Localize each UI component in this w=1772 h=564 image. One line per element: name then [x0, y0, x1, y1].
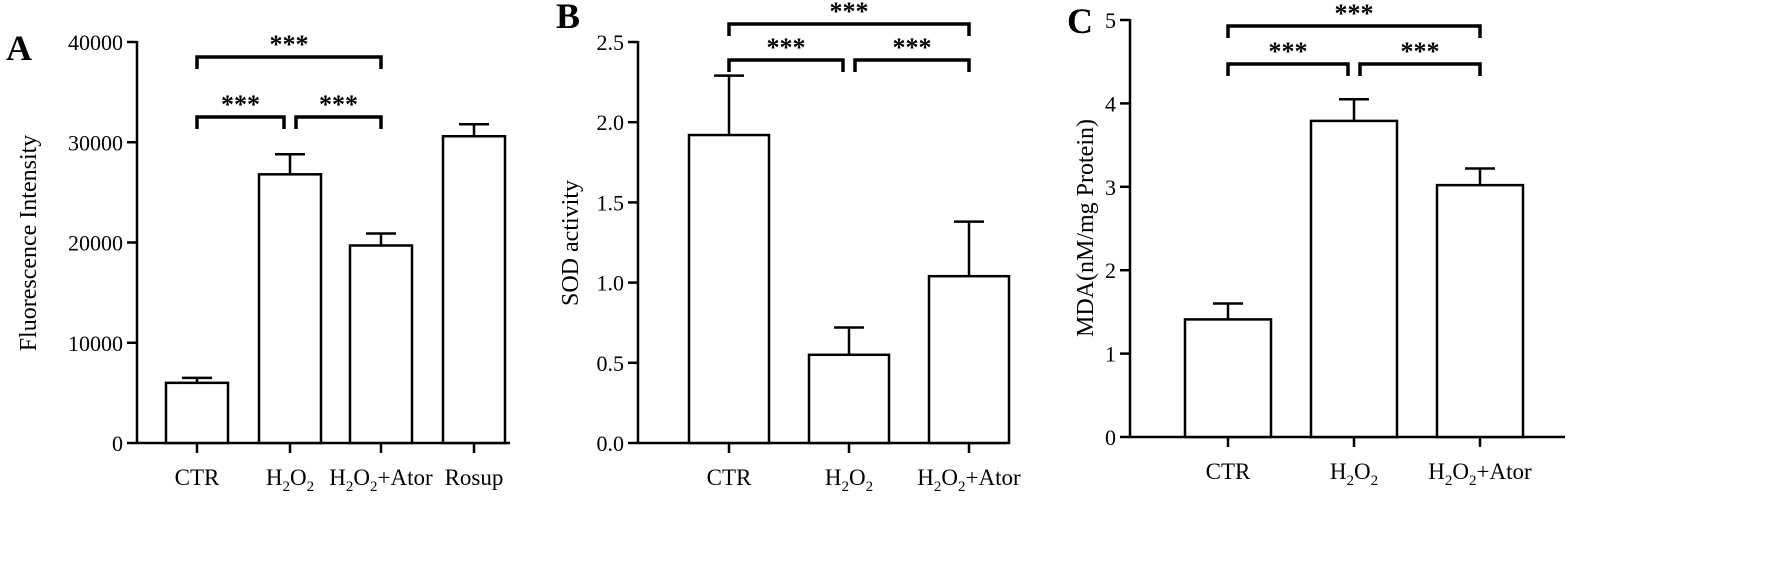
- bar: [1435, 183, 1525, 439]
- y-tick-label: 1: [1105, 342, 1116, 367]
- y-tick-label: 40000: [68, 30, 123, 55]
- significance-label: ***: [319, 90, 358, 119]
- x-tick-label: H2O2: [1330, 459, 1378, 489]
- y-tick-label: 0: [112, 431, 123, 456]
- y-tick-label: 30000: [68, 130, 123, 155]
- y-axis-title: Fluorescence Intensity: [16, 135, 42, 352]
- bar: [441, 134, 507, 445]
- y-tick-label: 10000: [68, 331, 123, 356]
- significance-label: ***: [221, 90, 260, 119]
- significance-label: ***: [270, 30, 309, 59]
- x-tick-label: H2O2+Ator: [917, 465, 1021, 495]
- y-axis-title: SOD activity: [558, 180, 584, 306]
- y-tick-label: 1.5: [597, 190, 625, 215]
- x-tick-label: CTR: [1206, 459, 1251, 484]
- bar: [807, 353, 891, 445]
- y-tick-label: 0.0: [597, 431, 625, 456]
- y-tick-label: 3: [1105, 175, 1116, 200]
- significance-label: ***: [767, 33, 806, 62]
- significance-bracket: [727, 22, 971, 36]
- y-tick-label: 20000: [68, 231, 123, 256]
- y-tick-label: 2.5: [597, 30, 625, 55]
- bar: [164, 381, 230, 445]
- x-tick-label: H2O2+Ator: [1428, 459, 1532, 489]
- x-tick-label: H2O2+Ator: [329, 465, 433, 495]
- panel-c: C 0 1 2 3 4 5 MDA(nM/mg Protein) CTR H2O2 H2O2+Ato…: [1067, 0, 1565, 489]
- bar: [257, 173, 323, 445]
- significance-bracket: [853, 58, 971, 72]
- bar: [1309, 119, 1399, 439]
- y-tick-label: 2: [1105, 258, 1116, 283]
- y-tick-label: 1.0: [597, 271, 625, 296]
- significance-bracket: [727, 58, 845, 72]
- x-tick-label: H2O2: [825, 465, 873, 495]
- x-tick-label: CTR: [175, 465, 220, 490]
- x-tick-label: Rosup: [445, 465, 504, 490]
- significance-label: ***: [1335, 0, 1374, 28]
- x-tick-label: H2O2: [266, 465, 314, 495]
- significance-bracket: [1226, 24, 1482, 38]
- y-tick-label: 0.5: [597, 351, 625, 376]
- significance-bracket: [1226, 62, 1350, 76]
- panel-b: B 0.0 0.5 1.0 1.5 2.0 2.5 SOD activity CTR H2O2 H2…: [556, 0, 1021, 495]
- significance-label: ***: [893, 33, 932, 62]
- panel-letter: A: [6, 28, 32, 68]
- y-axis-title: MDA(nM/mg Protein): [1073, 119, 1099, 337]
- significance-label: ***: [1269, 37, 1308, 66]
- significance-bracket: [1358, 62, 1482, 76]
- bar: [348, 244, 414, 445]
- bar: [687, 133, 771, 445]
- y-tick-label: 2.0: [597, 110, 625, 135]
- significance-bracket: [294, 115, 383, 129]
- x-tick-label: CTR: [707, 465, 752, 490]
- bar: [1183, 318, 1273, 439]
- panel-a: A 0 10000 20000 30000 40000 Fluorescence Inten…: [6, 28, 510, 495]
- significance-label: ***: [830, 0, 869, 26]
- significance-label: ***: [1401, 37, 1440, 66]
- y-tick-label: 0: [1105, 425, 1116, 450]
- significance-bracket: [195, 115, 286, 129]
- panel-letter: B: [556, 0, 580, 36]
- panel-letter: C: [1067, 1, 1093, 41]
- y-tick-label: 5: [1105, 8, 1116, 33]
- significance-bracket: [195, 55, 383, 69]
- y-tick-label: 4: [1105, 91, 1116, 116]
- bar: [927, 274, 1011, 445]
